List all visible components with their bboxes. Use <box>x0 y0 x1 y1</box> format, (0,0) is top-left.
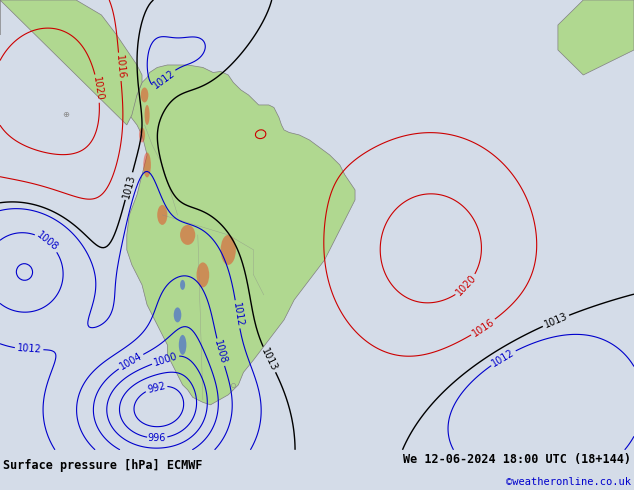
Text: We 12-06-2024 18:00 UTC (18+144): We 12-06-2024 18:00 UTC (18+144) <box>403 453 631 466</box>
Ellipse shape <box>179 335 186 355</box>
Text: 1008: 1008 <box>212 339 229 366</box>
Ellipse shape <box>157 205 167 225</box>
Text: 996: 996 <box>147 433 165 443</box>
Text: 1012: 1012 <box>490 347 516 368</box>
Ellipse shape <box>197 263 209 287</box>
Ellipse shape <box>145 105 150 125</box>
Text: 1020: 1020 <box>455 273 479 298</box>
Ellipse shape <box>143 152 151 177</box>
Text: 1012: 1012 <box>231 301 244 327</box>
Text: 1012: 1012 <box>16 343 42 355</box>
Text: Surface pressure [hPa] ECMWF: Surface pressure [hPa] ECMWF <box>3 460 203 472</box>
Text: 1008: 1008 <box>34 230 60 253</box>
Ellipse shape <box>141 88 148 102</box>
Ellipse shape <box>139 127 145 143</box>
Polygon shape <box>127 65 355 405</box>
Ellipse shape <box>180 225 195 245</box>
Text: 1013: 1013 <box>121 173 137 199</box>
Text: ©weatheronline.co.uk: ©weatheronline.co.uk <box>506 477 631 487</box>
Polygon shape <box>0 0 142 125</box>
Text: 1016: 1016 <box>470 317 496 338</box>
Text: 1016: 1016 <box>113 54 126 79</box>
Text: 1000: 1000 <box>152 351 179 368</box>
Text: 1013: 1013 <box>543 311 569 330</box>
Polygon shape <box>558 0 634 75</box>
Ellipse shape <box>180 280 185 290</box>
Ellipse shape <box>221 235 236 265</box>
Text: ⊕: ⊕ <box>62 110 70 120</box>
Text: 1004: 1004 <box>118 351 144 372</box>
Text: 1020: 1020 <box>91 75 105 101</box>
Ellipse shape <box>174 307 181 322</box>
Text: 1013: 1013 <box>259 346 279 373</box>
Text: 1012: 1012 <box>152 68 178 91</box>
Text: 992: 992 <box>146 380 166 394</box>
